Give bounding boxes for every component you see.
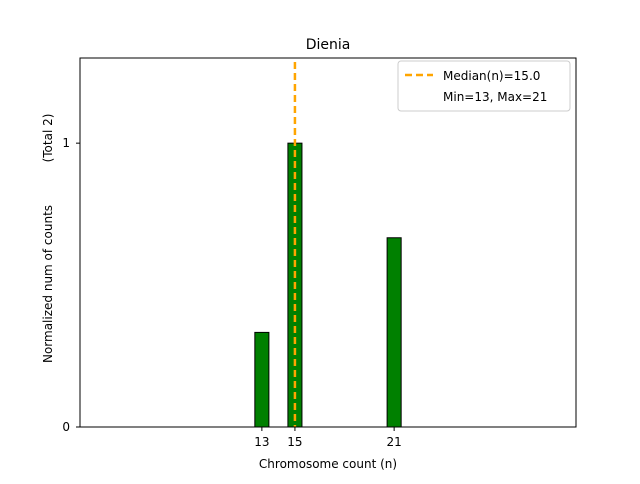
y-axis-total-label: (Total 2)	[41, 114, 55, 163]
bars-layer	[254, 142, 402, 428]
legend-range-label: Min=13, Max=21	[443, 90, 547, 104]
x-ticks: 13 15 21	[254, 427, 402, 449]
y-ticks: 01	[62, 136, 80, 434]
chart-title: Dienia	[306, 37, 351, 53]
bar-21	[386, 237, 402, 428]
legend-median-label: Median(n)=15.0	[443, 69, 540, 83]
x-tick-label: 13	[254, 435, 269, 449]
bar-13	[254, 331, 270, 428]
legend-box	[397, 60, 571, 112]
y-tick-label: 0	[62, 420, 70, 434]
x-axis-label: Chromosome count (n)	[259, 457, 397, 471]
y-axis-label: Normalized num of counts	[41, 205, 55, 363]
legend: Median(n)=15.0 Min=13, Max=21	[397, 60, 571, 112]
x-tick-label: 15	[287, 435, 302, 449]
y-tick-label: 1	[62, 136, 70, 150]
plot-frame	[79, 57, 577, 428]
x-tick-label: 21	[386, 435, 401, 449]
